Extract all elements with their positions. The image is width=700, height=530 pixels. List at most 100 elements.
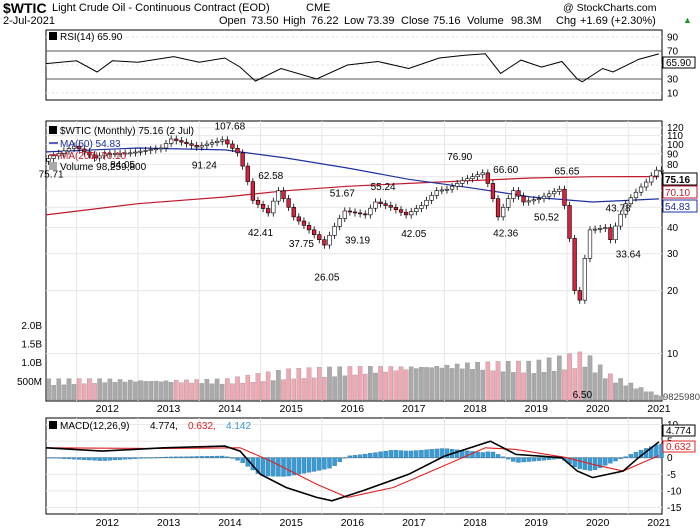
volume-bar xyxy=(541,372,547,401)
candle-body xyxy=(255,199,261,205)
year-label: 2016 xyxy=(341,517,365,529)
candle-body xyxy=(403,211,409,216)
macd-legend-signal: 0.632, xyxy=(188,421,216,432)
macd-histogram-bar xyxy=(332,457,337,466)
volume-legend-text: Volume 98,259,800 xyxy=(60,162,147,173)
volume-bar xyxy=(562,369,567,401)
macd-legend-swatch xyxy=(49,421,57,429)
macd-histogram-bar xyxy=(204,456,210,458)
year-label: 2015 xyxy=(279,403,303,415)
macd-histogram-bar xyxy=(618,457,623,459)
volume-bar xyxy=(516,360,521,401)
candle-body xyxy=(536,198,542,201)
candle-body xyxy=(444,188,450,191)
candle-body xyxy=(71,145,77,149)
volume-bar xyxy=(250,382,256,401)
watermark: @ StockCharts.com xyxy=(563,2,657,14)
macd-histogram-bar xyxy=(368,453,373,458)
price-annotation-label: 43.78 xyxy=(606,203,631,214)
volume-bar xyxy=(260,381,266,401)
macd-histogram-bar xyxy=(82,457,87,460)
candle-body xyxy=(163,143,169,149)
volume-bar xyxy=(648,391,654,401)
price-tick: 90 xyxy=(667,149,679,160)
volume-bar xyxy=(255,373,261,401)
macd-histogram-bar xyxy=(511,457,516,462)
candle-body xyxy=(475,174,480,178)
price-tick: 110 xyxy=(667,131,683,142)
price-annotation-label: 39.19 xyxy=(345,235,370,246)
volume-bar xyxy=(61,384,67,401)
volume-bar xyxy=(603,378,608,401)
volume-bar xyxy=(148,381,154,401)
candle-body xyxy=(204,143,210,146)
volume-bar xyxy=(112,382,118,401)
candle-body xyxy=(153,148,158,151)
volume-bar xyxy=(296,367,302,401)
volume-bar xyxy=(608,373,613,401)
rsi-panel: 9070503010 RSI(14) 65.90 65.90 xyxy=(45,29,696,101)
candle-body xyxy=(521,195,526,203)
macd-histogram-bar xyxy=(516,457,521,463)
candle-body xyxy=(174,138,179,141)
macd-histogram-bar xyxy=(352,455,358,458)
volume-bar xyxy=(475,361,480,401)
candle-body xyxy=(235,148,240,154)
macd-histogram-bar xyxy=(383,450,388,458)
candle-body xyxy=(66,148,72,152)
candle-body xyxy=(485,172,490,184)
date: 2-Jul-2021 xyxy=(3,15,55,27)
candle-body xyxy=(531,199,536,202)
volume-bar xyxy=(168,382,174,401)
candle-body xyxy=(352,211,358,214)
price-annotation-label: 33.64 xyxy=(616,249,641,260)
close-tag xyxy=(662,172,698,186)
volume-bar xyxy=(592,372,598,401)
candle-body xyxy=(455,183,460,187)
candle-body xyxy=(225,139,230,145)
price-annotation-label: 107.68 xyxy=(215,122,246,133)
macd-histogram-bar xyxy=(393,450,399,458)
volume-bar xyxy=(485,361,491,401)
volume-bar xyxy=(122,381,128,401)
candle-body xyxy=(562,188,567,206)
macd-histogram-bar xyxy=(536,457,542,461)
macd-histogram-bar xyxy=(506,457,511,460)
candle-body xyxy=(87,151,92,156)
price-tick: 40 xyxy=(667,223,679,234)
volume-bar xyxy=(265,371,271,401)
candle-body xyxy=(429,195,434,201)
macd-histogram-bar xyxy=(357,454,363,458)
volume-bar xyxy=(403,369,409,401)
year-label: 2018 xyxy=(463,517,487,529)
signal-line xyxy=(45,447,660,498)
volume-bar xyxy=(286,368,291,401)
price-tick: 100 xyxy=(667,140,684,151)
price-annotation-label: 6.50 xyxy=(573,390,593,401)
candle-body xyxy=(613,225,618,241)
volume-bar xyxy=(638,387,644,401)
macd-histogram-bar xyxy=(480,452,485,458)
open-value: 73.50 xyxy=(251,15,279,27)
macd-legend-histogram: 4.142 xyxy=(226,421,251,432)
macd-histogram-bar xyxy=(209,456,215,458)
price-annotations: 75.71 84.05 91.24 107.68 62.58 42.41 37.75 51.6… xyxy=(39,122,642,401)
volume-bar xyxy=(97,378,102,401)
macd-histogram-bar xyxy=(495,454,501,458)
candle-body xyxy=(266,208,271,214)
macd-histogram-bar xyxy=(521,457,526,463)
candle-body xyxy=(552,191,557,195)
volume-bar xyxy=(219,383,225,401)
volume-tick: 1.0B xyxy=(21,358,42,369)
volume-bar xyxy=(291,378,297,401)
volume-bar xyxy=(56,378,62,401)
signal-tag xyxy=(662,440,696,453)
volume-bar xyxy=(408,366,414,401)
macd-histogram-bar xyxy=(654,444,659,458)
macd-histogram-bar xyxy=(628,454,634,458)
macd-histogram-bar xyxy=(71,457,77,460)
volume-bar xyxy=(526,360,531,401)
volume-bar xyxy=(214,378,220,401)
volume-bar xyxy=(511,372,516,401)
candle-body xyxy=(557,188,562,192)
